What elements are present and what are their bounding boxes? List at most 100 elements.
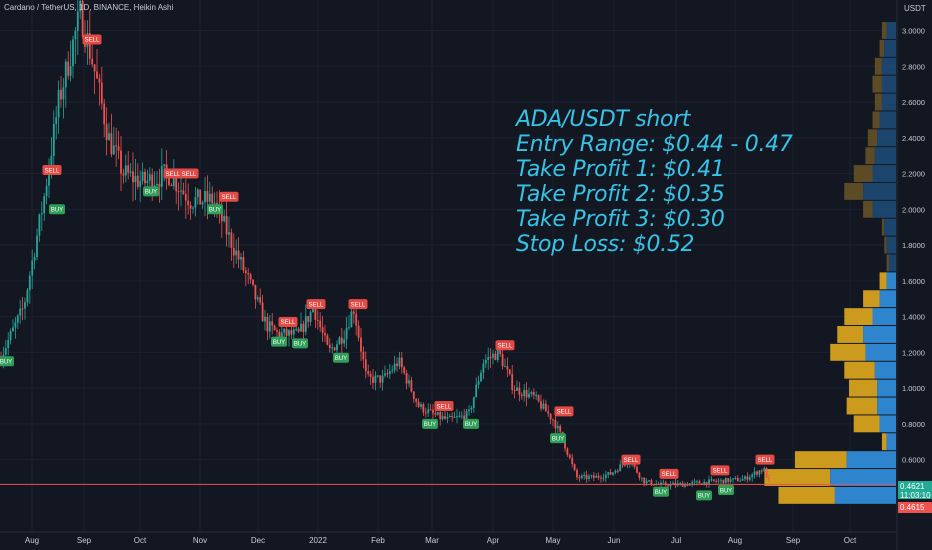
candle-body — [182, 190, 185, 194]
buy-signal-badge[interactable] — [271, 336, 287, 347]
candle-body — [108, 133, 110, 141]
candle-body — [448, 415, 451, 418]
candle-body — [712, 479, 715, 481]
sell-signal-badge[interactable] — [434, 400, 454, 411]
sell-signal-badge[interactable] — [755, 454, 775, 465]
sell-signal-badge[interactable] — [306, 299, 326, 310]
volume-profile-bar-blue — [863, 182, 896, 200]
buy-signal-badge[interactable] — [718, 485, 734, 496]
buy-signal-badge[interactable] — [463, 418, 479, 429]
price-axis-unit[interactable]: USDT — [904, 4, 926, 13]
candle-body — [9, 331, 12, 341]
price-axis-tick-label: 1.4000 — [902, 313, 925, 322]
candle-body — [309, 312, 312, 322]
buy-signal-badge[interactable] — [207, 204, 223, 215]
sell-signal-badge[interactable] — [621, 454, 641, 465]
candle-body — [624, 464, 626, 466]
candle-body — [50, 155, 53, 169]
candle-body — [508, 369, 511, 374]
candle-body — [451, 415, 454, 418]
candle-body — [343, 339, 346, 344]
sell-signal-badge[interactable] — [42, 164, 62, 175]
volume-profile-bar-blue — [865, 343, 896, 361]
candle-body — [523, 390, 526, 397]
candle-body — [763, 468, 766, 472]
candle-body — [19, 308, 22, 316]
signal-label: SELL — [351, 302, 366, 308]
candle-body — [441, 416, 444, 420]
volume-profile-bar-gold — [846, 397, 878, 415]
signal-label: SELL — [557, 410, 572, 416]
buy-signal-badge[interactable] — [550, 433, 566, 444]
volume-profile-bar-blue — [872, 308, 896, 326]
candle-body — [616, 470, 619, 472]
candle-body — [252, 279, 254, 285]
candle-body — [410, 380, 413, 392]
buy-signal-badge[interactable] — [333, 352, 349, 363]
candle-body — [139, 181, 142, 187]
candle-body — [542, 403, 545, 409]
sell-signal-badge[interactable] — [219, 191, 239, 202]
signal-label: SELL — [281, 320, 296, 326]
candle-body — [518, 387, 521, 395]
candle-body — [367, 371, 370, 374]
sell-signal-badge[interactable] — [82, 34, 102, 45]
candle-body — [540, 401, 542, 409]
candle-body — [261, 302, 264, 322]
volume-profile-bar-blue — [888, 254, 896, 272]
candle-body — [424, 412, 427, 414]
buy-signal-badge[interactable] — [653, 486, 669, 497]
candle-body — [436, 411, 439, 415]
buy-signal-badge[interactable] — [292, 338, 308, 349]
signal-label: SELL — [662, 472, 677, 478]
buy-signal-badge[interactable] — [696, 490, 712, 501]
sell-signal-badge[interactable] — [659, 468, 679, 479]
candle-body — [386, 373, 389, 375]
candle-body — [292, 329, 295, 335]
candle-body — [520, 394, 523, 397]
candle-body — [165, 164, 168, 172]
candle-body — [412, 391, 415, 399]
candle-body — [696, 481, 698, 483]
time-axis-tick-label: 2022 — [309, 536, 327, 545]
candle-body — [206, 191, 209, 202]
sell-signal-badge[interactable] — [495, 340, 515, 351]
candle-body — [566, 448, 569, 455]
candle-body — [427, 409, 430, 414]
sell-signal-badge[interactable] — [163, 168, 183, 179]
candle-body — [273, 325, 276, 331]
candle-body — [357, 325, 360, 338]
signal-label: BUY — [209, 208, 221, 214]
candle-body — [698, 481, 701, 484]
buy-signal-badge[interactable] — [143, 186, 159, 197]
candle-body — [112, 145, 115, 155]
candle-body — [170, 184, 173, 187]
sell-signal-badge[interactable] — [710, 465, 730, 476]
candle-body — [180, 190, 182, 192]
buy-signal-badge[interactable] — [422, 418, 438, 429]
sell-signal-badge[interactable] — [278, 316, 298, 327]
volume-profile-bar-gold — [837, 326, 864, 343]
buy-signal-badge[interactable] — [0, 356, 14, 367]
volume-profile-bar-gold — [863, 200, 873, 218]
volume-profile-bar-gold — [844, 308, 873, 326]
sell-signal-badge[interactable] — [179, 168, 199, 179]
candle-body — [458, 415, 461, 417]
sell-signal-badge[interactable] — [348, 299, 368, 310]
sell-signal-badge[interactable] — [554, 406, 574, 417]
buy-signal-badge[interactable] — [49, 204, 65, 215]
volume-profile-bar-gold — [881, 22, 887, 39]
candle-body — [312, 309, 314, 313]
volume-profile-bar-blue — [872, 165, 896, 182]
candle-body — [151, 174, 154, 191]
candle-body — [660, 482, 662, 485]
candle-body — [405, 372, 408, 384]
volume-profile-bar-gold — [853, 415, 880, 433]
candle-body — [564, 439, 566, 449]
candle-body — [489, 357, 492, 359]
candle-body — [319, 320, 322, 328]
time-axis-tick-label: Sep — [786, 536, 801, 545]
candle-body — [88, 33, 91, 59]
candle-body — [408, 380, 410, 384]
